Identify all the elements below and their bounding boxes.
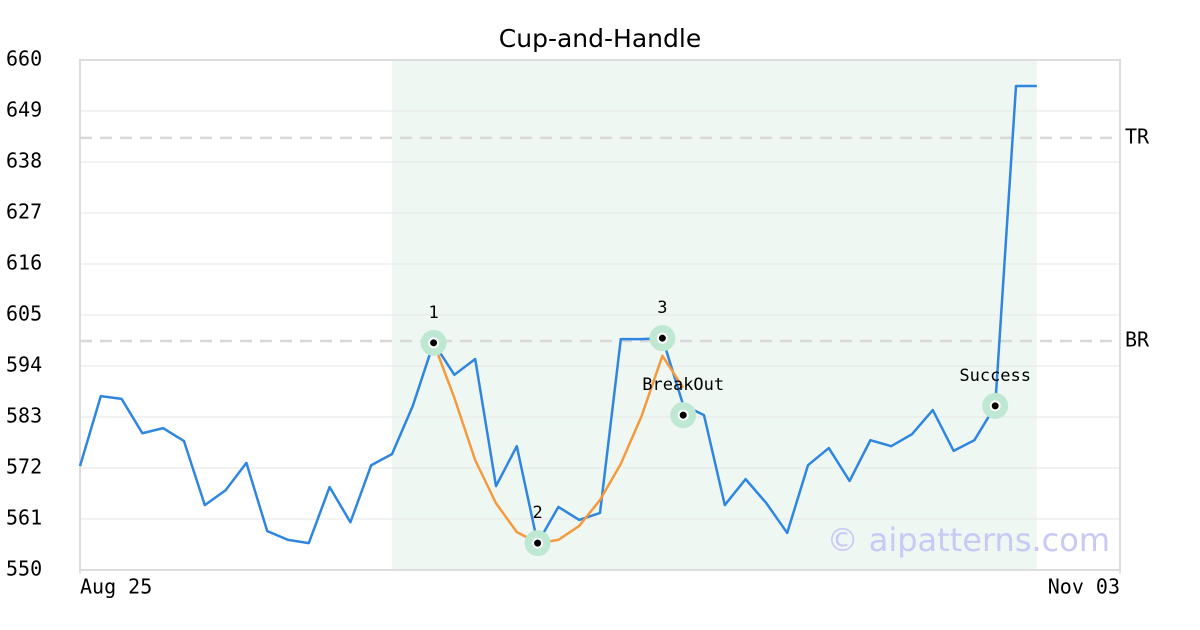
y-tick-label: 660 (6, 47, 42, 71)
price-line (78, 84, 1037, 545)
point-label: 2 (532, 503, 542, 523)
point (677, 409, 689, 421)
point-label: 3 (657, 298, 667, 318)
y-tick-label: 550 (6, 557, 42, 581)
y-tick-label: 627 (6, 200, 42, 224)
point (428, 337, 440, 349)
point-label: Success (959, 366, 1031, 386)
point-label: BreakOut (642, 375, 724, 395)
y-tick-label: 638 (6, 149, 42, 173)
y-tick-label: 572 (6, 455, 42, 479)
chart-title: Cup-and-Handle (499, 24, 701, 53)
y-tick-label: 594 (6, 353, 42, 377)
level-label: TR (1125, 124, 1150, 148)
level-label: BR (1125, 327, 1150, 351)
point (656, 332, 668, 344)
point (989, 400, 1001, 412)
y-tick-label: 561 (6, 506, 42, 530)
plot-frame (79, 59, 1121, 571)
watermark: © aipatterns.com (827, 521, 1110, 559)
y-tick-label: 605 (6, 302, 42, 326)
x-tick-label: Aug 25 (80, 575, 152, 599)
x-tick-label: Nov 03 (1048, 575, 1120, 599)
y-tick-label: 616 (6, 251, 42, 275)
y-tick-label: 649 (6, 98, 42, 122)
point (532, 537, 544, 549)
point-label: 1 (428, 303, 438, 323)
y-tick-label: 583 (6, 404, 42, 428)
cup-line (432, 342, 685, 545)
